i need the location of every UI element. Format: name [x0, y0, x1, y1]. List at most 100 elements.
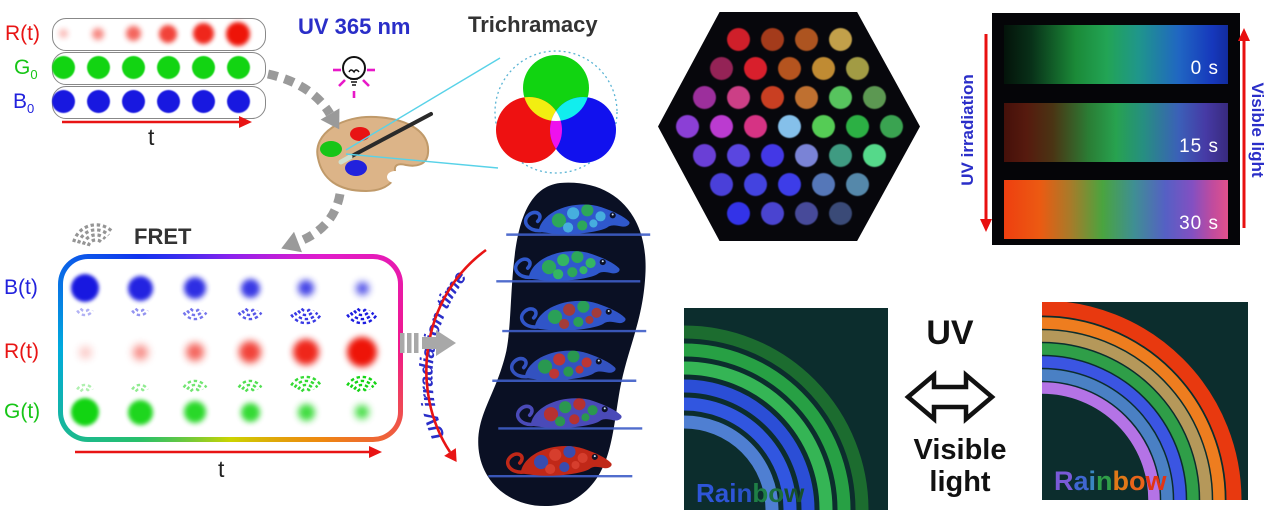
- hexagon-sample-dot: [692, 143, 716, 167]
- fret-title: FRET: [134, 224, 192, 249]
- fret-fan: [237, 307, 263, 321]
- hexagon-sample-dot: [794, 201, 818, 225]
- fret-dot: [127, 399, 153, 425]
- input-dot: [51, 90, 75, 113]
- input-dot: [121, 90, 145, 113]
- emission-fan-icon: [290, 307, 322, 325]
- emission-fan-icon: [76, 307, 94, 317]
- time-axis-label-fret: t: [218, 456, 225, 482]
- rainbow-letter: R: [1054, 466, 1074, 496]
- input-dot: [51, 56, 75, 79]
- fret-label-G: G(t): [4, 400, 41, 423]
- fret-fan: [76, 307, 94, 317]
- fret-dot: [297, 403, 315, 421]
- rainbow-letter: b: [752, 478, 768, 508]
- fret-dot: [184, 277, 206, 299]
- curved-arrow-head: [444, 448, 457, 462]
- hexagon-sample-dot: [743, 114, 767, 138]
- emission-fan-icon: [76, 383, 94, 393]
- trichromacy-venn: [494, 50, 618, 174]
- input-dot: [191, 56, 215, 79]
- hexagon-sample-dot: [726, 201, 750, 225]
- rainbow-word: Rainbow: [1054, 466, 1168, 496]
- hexagon-sample-dot: [777, 56, 801, 80]
- fret-dot: [71, 398, 99, 426]
- strip-time-label: 15 s: [1179, 135, 1219, 157]
- fret-dot: [240, 402, 260, 422]
- fret-energy-icon: [72, 223, 114, 247]
- input-dot: [226, 21, 250, 46]
- paint-blob-blue: [345, 160, 367, 176]
- fret-dot: [347, 337, 377, 367]
- chameleon-stage: [498, 398, 643, 430]
- chameleon-tail: [510, 356, 529, 379]
- hexagon-sample-plate: [658, 12, 920, 241]
- rainbow-letter: o: [768, 478, 784, 508]
- row-label-G: G0: [14, 56, 38, 83]
- uv-visible-double-arrow: [904, 370, 996, 424]
- hexagon-sample-dot: [862, 85, 886, 109]
- palette-icon: [316, 112, 433, 193]
- input-dot: [226, 90, 250, 113]
- chameleon-stage: [502, 300, 647, 333]
- hexagon-sample-dot: [726, 143, 750, 167]
- chameleon-photo-blob: [478, 182, 651, 507]
- visible-light-label: Visible light: [1248, 82, 1267, 178]
- emission-fan-icon: [131, 307, 149, 317]
- chameleon-patches: [551, 204, 606, 233]
- hexagon-sample-dot: [743, 56, 767, 80]
- fret-dot: [239, 341, 261, 363]
- fret-dot: [355, 281, 369, 295]
- hexagon-sample-dot: [692, 85, 716, 109]
- hexagon-sample-dot: [726, 85, 750, 109]
- arrow-head: [369, 446, 382, 458]
- fret-fan: [237, 379, 263, 393]
- fret-fan: [346, 307, 378, 325]
- hexagon-sample-dot: [845, 56, 869, 80]
- chameleon-patches: [547, 300, 602, 330]
- fret-dot: [71, 274, 99, 302]
- chameleon-stage: [496, 251, 641, 283]
- trichromacy-title: Trichramacy: [468, 12, 598, 37]
- rainbow-word: Rainbow: [696, 478, 805, 508]
- fast-forward-bar: [414, 333, 419, 353]
- fret-fan: [131, 307, 149, 317]
- fret-label-B: B(t): [4, 276, 38, 299]
- fast-forward-bar: [407, 333, 412, 353]
- hexagon-sample-dot: [862, 143, 886, 167]
- fret-dot: [127, 275, 153, 301]
- time-axis-label-top: t: [148, 124, 155, 150]
- chameleon-stage: [488, 446, 633, 478]
- fret-fan: [131, 383, 149, 393]
- fret-fan: [182, 307, 208, 321]
- fret-dot: [79, 346, 91, 358]
- venn-cyan-overlap: [550, 97, 589, 121]
- strip-time-label: 30 s: [1179, 213, 1219, 234]
- visible-state-label: Visible light: [913, 434, 1007, 498]
- arrow-head: [980, 219, 992, 232]
- fret-dot: [298, 280, 314, 296]
- hexagon-sample-dot: [760, 201, 784, 225]
- rainbow-uv-image: Rainbow: [684, 308, 888, 510]
- emission-fan-icon: [182, 379, 208, 393]
- hexagon-sample-dot: [743, 172, 767, 196]
- hexagon-sample-dot: [760, 27, 784, 51]
- hexagon-sample-dot: [709, 114, 733, 138]
- input-dot: [226, 56, 250, 79]
- curved-arrow-head: [281, 231, 302, 253]
- hexagon-sample-dot: [709, 172, 733, 196]
- fret-fan: [182, 379, 208, 393]
- input-dot: [125, 26, 141, 41]
- fret-fan: [290, 307, 322, 325]
- emission-fan-icon: [237, 379, 263, 393]
- hexagon-sample-dot: [828, 85, 852, 109]
- chameleon-tail: [519, 307, 539, 329]
- hexagon-sample-dot: [811, 56, 835, 80]
- hexagon-sample-dot: [777, 172, 801, 196]
- chameleon-stage: [492, 350, 637, 382]
- fret-dot: [293, 339, 319, 365]
- chameleon-tail: [523, 210, 543, 233]
- emission-fan-icon: [237, 307, 263, 321]
- rainbow-letter: a: [715, 478, 730, 508]
- paint-blob-green: [320, 141, 342, 157]
